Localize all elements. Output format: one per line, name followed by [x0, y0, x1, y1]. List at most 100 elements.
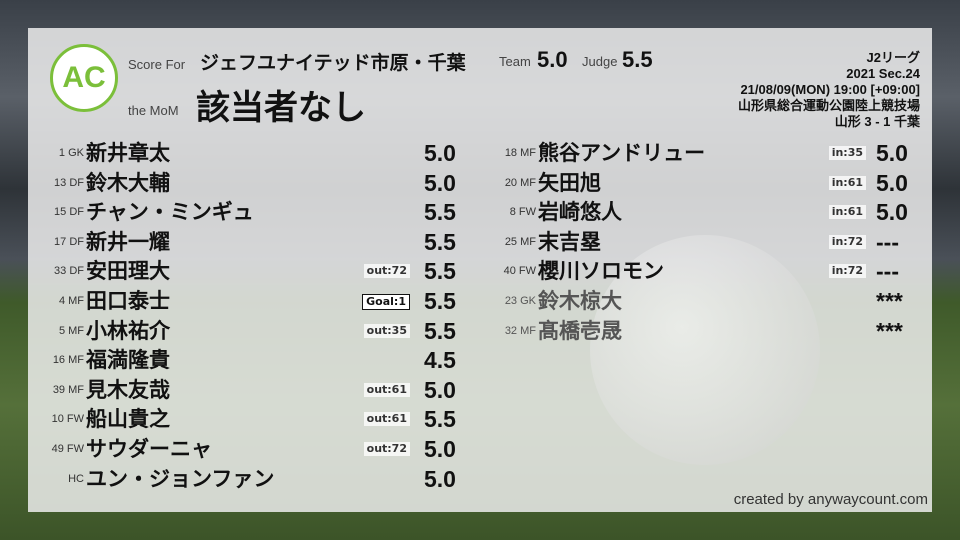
player-name: 新井一耀	[86, 229, 170, 254]
section: 2021 Sec.24	[846, 66, 920, 81]
player-position: 4 MF	[58, 295, 84, 307]
player-row: 39 MF 見木友哉 out:61 5.0	[28, 376, 456, 404]
player-row: 23 GK 鈴木椋大 ***	[480, 287, 903, 315]
player-score: 5.5	[424, 288, 456, 314]
player-score: 5.0	[876, 199, 908, 226]
player-score: ***	[876, 317, 903, 344]
player-name: 熊谷アンドリュー	[538, 141, 706, 165]
player-score: 5.5	[424, 406, 456, 433]
match-info: J2リーグ 2021 Sec.24 21/08/09(MON) 19:00 [+…	[690, 50, 920, 130]
player-badge: out:72	[363, 442, 410, 456]
player-position: 49 FW	[51, 443, 84, 455]
venue: 山形県総合運動公園陸上競技場	[737, 98, 920, 113]
team-name: ジェフユナイテッド市原・千葉	[200, 52, 466, 74]
player-position: 25 MF	[504, 235, 536, 248]
player-name: 田口泰士	[86, 289, 170, 313]
logo-text: AC	[62, 61, 106, 94]
player-row: 18 MF 熊谷アンドリュー in:35 5.0	[480, 139, 908, 167]
player-score: ***	[876, 288, 903, 314]
player-name: 岩崎悠人	[538, 200, 622, 225]
player-row: 25 MF 末吉塁 in:72 ---	[480, 228, 900, 256]
player-name: 末吉塁	[538, 229, 601, 254]
team-score: 5.0	[537, 47, 568, 72]
player-badge: in:72	[828, 234, 866, 249]
player-position: 15 DF	[54, 206, 84, 219]
player-score: 5.0	[424, 169, 456, 196]
player-score: ---	[876, 258, 899, 285]
player-name: 福満隆貴	[86, 348, 170, 373]
result: 山形 3 - 1 千葉	[834, 114, 920, 129]
player-score: 5.0	[424, 436, 456, 462]
player-position: 5 MF	[58, 324, 84, 337]
player-score: 5.5	[424, 199, 456, 226]
player-score: 5.5	[424, 317, 456, 344]
player-name: 鈴木大輔	[86, 170, 170, 195]
anywaycount-logo: AC	[50, 44, 118, 112]
player-score: 5.5	[424, 258, 456, 285]
player-score: 4.5	[424, 347, 456, 374]
player-name: サウダーニャ	[86, 437, 212, 461]
background-ball	[590, 235, 820, 465]
mom-label: the MoM	[128, 103, 179, 118]
player-score: 5.0	[424, 465, 456, 492]
player-row: 15 DF チャン・ミンギュ 5.5	[28, 198, 456, 226]
player-name: 新井章太	[86, 141, 170, 165]
player-badge: in:61	[828, 175, 866, 190]
player-name: 鈴木椋大	[538, 289, 622, 313]
player-row: 49 FW サウダーニャ out:72 5.0	[28, 435, 456, 463]
player-row: 10 FW 船山貴之 out:61 5.5	[28, 405, 456, 433]
credit: created by anywaycount.com	[733, 491, 928, 508]
player-badge: out:72	[363, 264, 410, 279]
player-position: 39 MF	[52, 383, 84, 396]
player-score: 5.0	[424, 376, 456, 403]
player-position: 33 DF	[54, 265, 84, 278]
mom-value: 該当者なし	[196, 88, 366, 128]
player-name: 見木友哉	[86, 377, 170, 402]
judge-score: 5.5	[622, 47, 653, 72]
player-row: 13 DF 鈴木大輔 5.0	[28, 169, 456, 197]
player-position: 1 GK	[58, 147, 84, 159]
score-for-label: Score For	[128, 57, 186, 72]
player-position: 40 FW	[503, 265, 536, 278]
player-name: 髙橋壱晟	[538, 318, 622, 343]
judge-score-label: Judge	[582, 54, 618, 69]
player-position: 32 MF	[504, 324, 536, 337]
player-badge: in:61	[828, 205, 866, 220]
player-row: 20 MF 矢田旭 in:61 5.0	[480, 169, 908, 197]
player-badge: out:61	[363, 382, 410, 397]
datetime: 21/08/09(MON) 19:00 [+09:00]	[740, 82, 920, 97]
player-row: 16 MF 福満隆貴 4.5	[28, 346, 456, 374]
player-row: 33 DF 安田理大 out:72 5.5	[28, 257, 456, 285]
player-score: 5.5	[424, 228, 456, 255]
player-row: 17 DF 新井一耀 5.5	[28, 228, 456, 256]
player-badge: out:35	[363, 323, 410, 338]
player-badge: in:35	[828, 146, 866, 160]
player-row: 1 GK 新井章太 5.0	[28, 139, 456, 167]
player-position: 18 MF	[504, 147, 536, 159]
player-name: 櫻川ソロモン	[538, 259, 664, 284]
player-score: 5.0	[876, 169, 908, 196]
player-badge: out:61	[363, 412, 410, 427]
player-position: 10 FW	[51, 413, 84, 426]
player-name: ユン・ジョンファン	[86, 466, 275, 491]
player-position: HC	[68, 472, 84, 485]
player-position: 13 DF	[54, 176, 84, 189]
player-name: 安田理大	[86, 259, 170, 284]
player-score: ---	[876, 228, 899, 255]
player-score: 5.0	[424, 140, 456, 166]
player-row: HC ユン・ジョンファン 5.0	[28, 465, 456, 493]
player-name: 船山貴之	[86, 407, 170, 432]
player-name: 矢田旭	[538, 170, 601, 195]
player-name: チャン・ミンギュ	[86, 200, 254, 225]
player-badge: Goal:1	[362, 294, 410, 310]
player-position: 17 DF	[54, 235, 84, 248]
player-row: 40 FW 櫻川ソロモン in:72 ---	[480, 257, 900, 285]
player-row: 4 MF 田口泰士 Goal:1 5.5	[28, 287, 456, 315]
player-row: 5 MF 小林祐介 out:35 5.5	[28, 317, 456, 345]
player-position: 16 MF	[52, 354, 84, 367]
player-badge: in:72	[828, 264, 866, 279]
league: J2リーグ	[866, 50, 920, 65]
player-row: 32 MF 髙橋壱晟 ***	[480, 317, 903, 345]
player-position: 20 MF	[504, 176, 536, 189]
player-row: 8 FW 岩崎悠人 in:61 5.0	[480, 198, 908, 226]
